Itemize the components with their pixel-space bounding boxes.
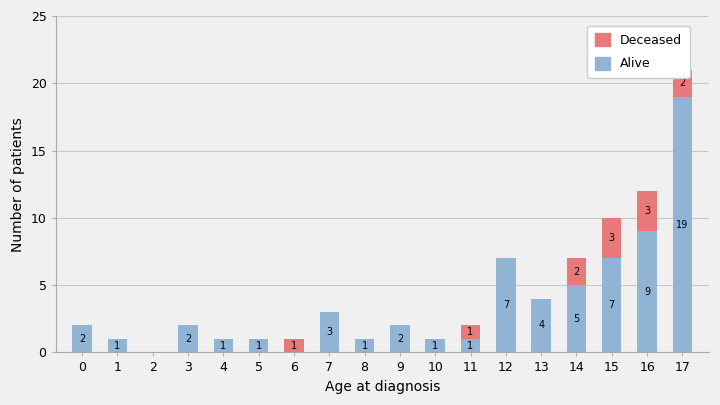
Bar <box>179 325 198 352</box>
Text: 1: 1 <box>432 341 438 351</box>
Bar <box>672 70 692 97</box>
Bar <box>567 285 586 352</box>
Text: 3: 3 <box>644 206 650 216</box>
Bar <box>108 339 127 352</box>
Text: 1: 1 <box>256 341 261 351</box>
Bar <box>461 339 480 352</box>
Text: 2: 2 <box>679 78 685 88</box>
Y-axis label: Number of patients: Number of patients <box>11 117 25 252</box>
Bar <box>426 339 445 352</box>
Bar <box>602 258 621 352</box>
Text: 19: 19 <box>676 220 688 230</box>
Bar <box>637 191 657 231</box>
Text: 1: 1 <box>291 341 297 351</box>
X-axis label: Age at diagnosis: Age at diagnosis <box>325 380 440 394</box>
Bar <box>602 218 621 258</box>
Text: 1: 1 <box>114 341 120 351</box>
Text: 1: 1 <box>467 327 474 337</box>
Text: 4: 4 <box>538 320 544 330</box>
Text: 7: 7 <box>608 300 615 310</box>
Text: 2: 2 <box>397 334 403 344</box>
Bar <box>284 339 304 352</box>
Bar <box>672 97 692 352</box>
Bar <box>249 339 269 352</box>
Text: 3: 3 <box>608 233 615 243</box>
Bar <box>531 298 551 352</box>
Bar <box>320 312 339 352</box>
Legend: Deceased, Alive: Deceased, Alive <box>588 26 690 78</box>
Text: 3: 3 <box>326 327 333 337</box>
Text: 7: 7 <box>503 300 509 310</box>
Text: 2: 2 <box>185 334 191 344</box>
Text: 5: 5 <box>573 314 580 324</box>
Bar <box>72 325 91 352</box>
Text: 9: 9 <box>644 287 650 297</box>
Text: 1: 1 <box>467 341 474 351</box>
Bar <box>461 325 480 339</box>
Text: 1: 1 <box>220 341 226 351</box>
Bar <box>496 258 516 352</box>
Bar <box>355 339 374 352</box>
Bar <box>214 339 233 352</box>
Bar <box>390 325 410 352</box>
Text: 1: 1 <box>361 341 368 351</box>
Bar <box>637 231 657 352</box>
Text: 2: 2 <box>79 334 85 344</box>
Bar <box>567 258 586 285</box>
Text: 2: 2 <box>573 266 580 277</box>
